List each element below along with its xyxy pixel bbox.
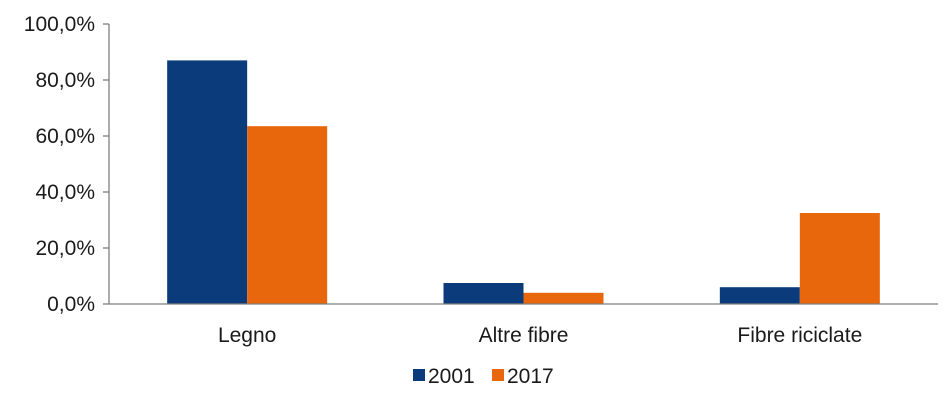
bar-2001-0 (167, 60, 248, 305)
legend-swatch-2001 (413, 369, 425, 381)
bar-2001-2 (719, 287, 800, 304)
category-labels: Legno Altre fibre Fibre riciclate (218, 324, 862, 347)
bar-2017-2 (799, 213, 880, 304)
bar-2017-1 (523, 292, 604, 304)
y-axis-ticks: 0,0% 20,0% 40,0% 60,0% 80,0% 100,0% (24, 13, 109, 316)
y-tick-label: 100,0% (24, 13, 95, 36)
legend-swatch-2017 (492, 369, 504, 381)
bar-2017-0 (247, 126, 328, 304)
legend-label: 2001 (428, 365, 475, 388)
bars (167, 60, 880, 305)
bar-2001-1 (443, 283, 524, 304)
legend-label: 2017 (507, 365, 554, 388)
category-label: Altre fibre (479, 324, 569, 347)
y-tick-label: 40,0% (35, 181, 95, 204)
y-tick-label: 0,0% (47, 293, 95, 316)
category-label: Fibre riciclate (737, 324, 862, 347)
legend: 2001 2017 (413, 365, 554, 388)
y-tick-label: 20,0% (35, 237, 95, 260)
y-tick-label: 80,0% (35, 69, 95, 92)
y-tick-label: 60,0% (35, 125, 95, 148)
category-label: Legno (218, 324, 276, 347)
